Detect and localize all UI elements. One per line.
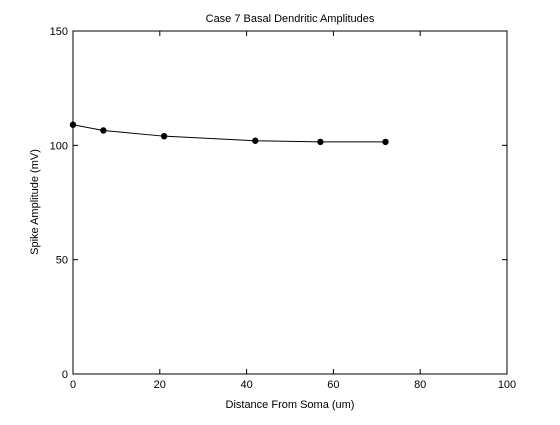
- chart-title: Case 7 Basal Dendritic Amplitudes: [206, 13, 375, 25]
- y-tick-label: 100: [50, 140, 68, 152]
- tick-labels: 0 20 40 60 80 100 0 50 100 150: [50, 26, 517, 391]
- y-tick-label: 50: [56, 255, 68, 267]
- data-point: [100, 127, 107, 134]
- y-tick-label: 150: [50, 26, 68, 38]
- y-tick-label: 0: [62, 369, 68, 381]
- y-axis-label: Spike Amplitude (mV): [29, 149, 41, 255]
- x-tick-label: 40: [240, 379, 252, 391]
- data-point: [160, 132, 168, 140]
- ticks: [72, 30, 508, 375]
- series-line: [72, 124, 386, 143]
- x-tick-label: 60: [327, 379, 339, 391]
- x-axis-label: Distance From Soma (um): [226, 399, 355, 411]
- x-tick-label: 100: [498, 379, 516, 391]
- series: [69, 121, 389, 146]
- plot-area: [72, 30, 508, 375]
- x-tick-label: 80: [414, 379, 426, 391]
- x-tick-label: 20: [154, 379, 166, 391]
- data-point: [382, 138, 389, 146]
- data-point: [252, 137, 259, 144]
- data-point: [69, 121, 77, 128]
- x-tick-label: 0: [70, 379, 76, 391]
- data-point: [317, 138, 324, 146]
